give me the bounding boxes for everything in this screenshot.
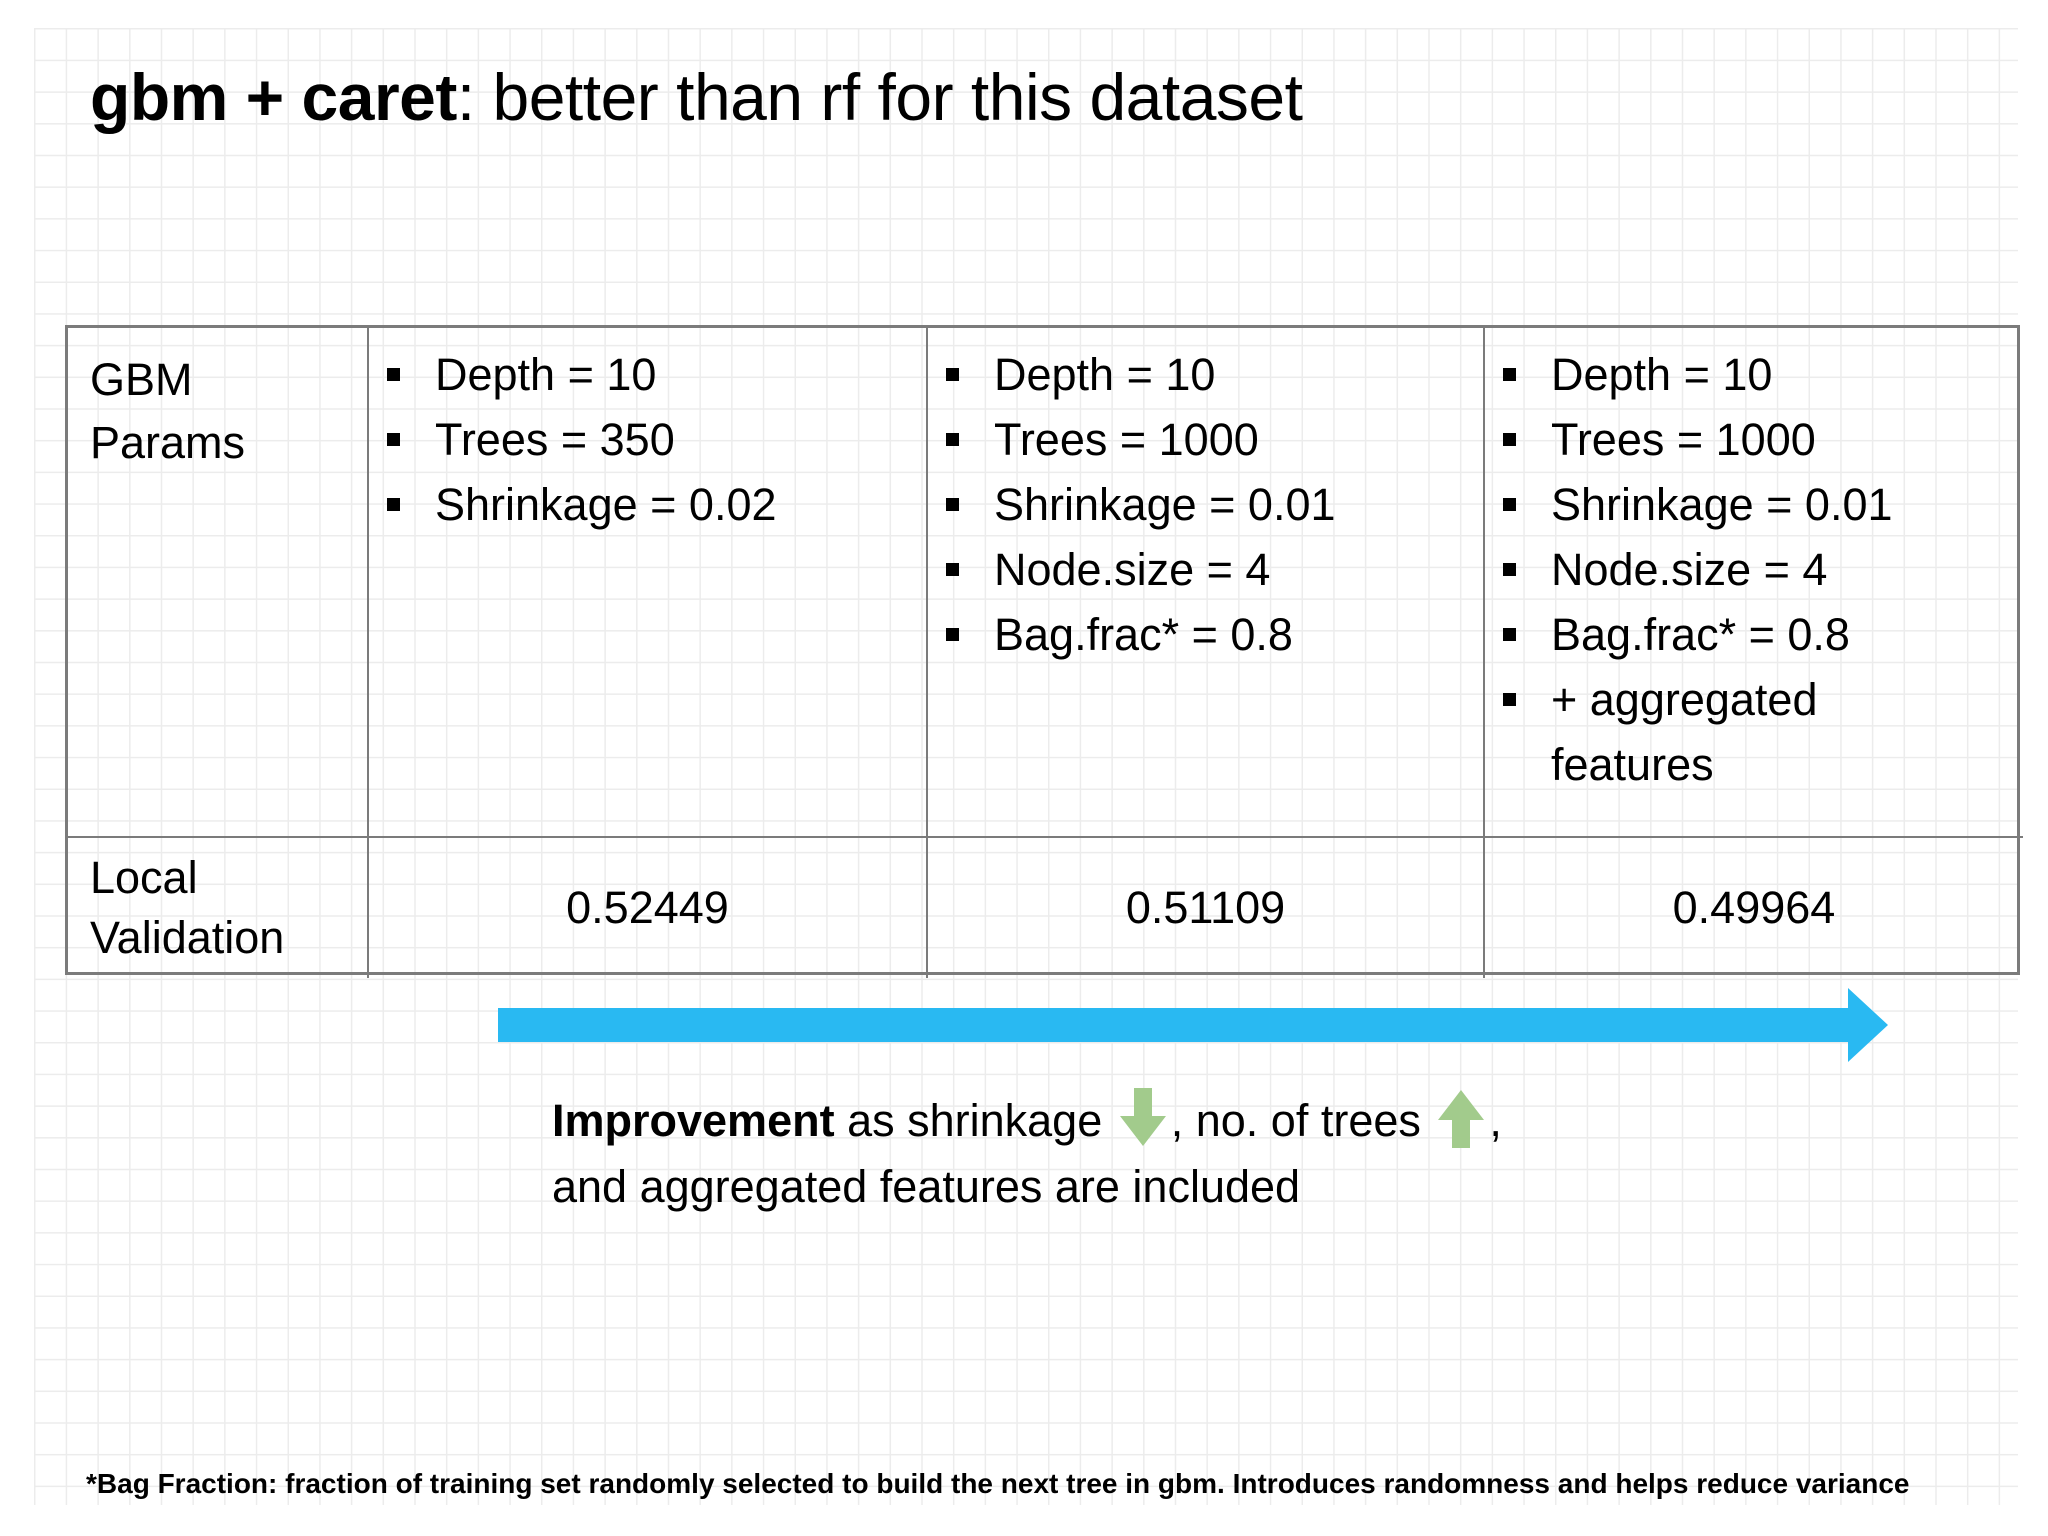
blue-right-block-arrow-icon — [498, 988, 1888, 1062]
bag-fraction-footnote: *Bag Fraction: fraction of training set … — [86, 1468, 1910, 1499]
param-item: Depth = 10 — [928, 342, 1408, 407]
param-cell-model-1: Depth = 10 Trees = 350 Shrinkage = 0.02 — [369, 328, 928, 838]
shrinkage-down-arrow-icon — [1119, 1088, 1166, 1146]
improvement-caption-text-2: , no. of trees — [1170, 1095, 1434, 1146]
param-list: Depth = 10 Trees = 1000 Shrinkage = 0.01… — [928, 342, 1463, 667]
param-cell-model-3: Depth = 10 Trees = 1000 Shrinkage = 0.01… — [1485, 328, 2023, 838]
param-item: Node.size = 4 — [928, 537, 1408, 602]
row-header-label: Local Validation — [90, 852, 285, 963]
param-list: Depth = 10 Trees = 350 Shrinkage = 0.02 — [369, 342, 906, 537]
param-cell-model-2: Depth = 10 Trees = 1000 Shrinkage = 0.01… — [928, 328, 1485, 838]
page-title-rest: : better than rf for this dataset — [456, 60, 1303, 134]
validation-score: 0.49964 — [1672, 882, 1836, 933]
validation-score: 0.52449 — [566, 882, 729, 933]
param-item: Trees = 350 — [369, 407, 849, 472]
param-list: Depth = 10 Trees = 1000 Shrinkage = 0.01… — [1485, 342, 2003, 797]
param-item: Shrinkage = 0.01 — [1485, 472, 1965, 537]
improvement-caption-text-3: , — [1489, 1095, 1502, 1146]
param-item: Shrinkage = 0.02 — [369, 472, 849, 537]
gbm-params-table: GBM Params Depth = 10 Trees = 350 Shrink… — [65, 325, 2023, 978]
param-item: Trees = 1000 — [928, 407, 1408, 472]
param-item: Trees = 1000 — [1485, 407, 1965, 472]
table-row-header-local-validation: Local Validation — [68, 838, 369, 978]
validation-value-model-3: 0.49964 — [1485, 838, 2023, 978]
graph-paper-background — [34, 28, 2018, 1505]
improvement-caption-text-1: as shrinkage — [834, 1095, 1115, 1146]
validation-value-model-2: 0.51109 — [928, 838, 1485, 978]
param-item: Bag.frac* = 0.8 — [928, 602, 1408, 667]
improvement-caption-bold: Improvement — [552, 1095, 835, 1146]
trees-up-arrow-icon — [1438, 1090, 1485, 1148]
validation-score: 0.51109 — [1125, 882, 1286, 933]
param-item: Depth = 10 — [369, 342, 849, 407]
param-item: Depth = 10 — [1485, 342, 1965, 407]
improvement-caption: Improvement as shrinkage , no. of trees … — [552, 1088, 1882, 1220]
row-header-label: GBM Params — [90, 354, 246, 468]
improvement-caption-line-1: Improvement as shrinkage , no. of trees … — [552, 1088, 1882, 1154]
param-item: Bag.frac* = 0.8 — [1485, 602, 1965, 667]
blue-right-block-arrow-shape — [498, 988, 1888, 1062]
param-item: Shrinkage = 0.01 — [928, 472, 1408, 537]
improvement-caption-line-2: and aggregated features are included — [552, 1161, 1301, 1212]
page-title-bold: gbm + caret — [90, 60, 457, 134]
param-item: Node.size = 4 — [1485, 537, 1965, 602]
validation-value-model-1: 0.52449 — [369, 838, 928, 978]
page-title: gbm + caret: better than rf for this dat… — [90, 60, 1303, 136]
table-row-header-gbm-params: GBM Params — [68, 328, 369, 838]
param-item: + aggregated features — [1485, 667, 1875, 797]
